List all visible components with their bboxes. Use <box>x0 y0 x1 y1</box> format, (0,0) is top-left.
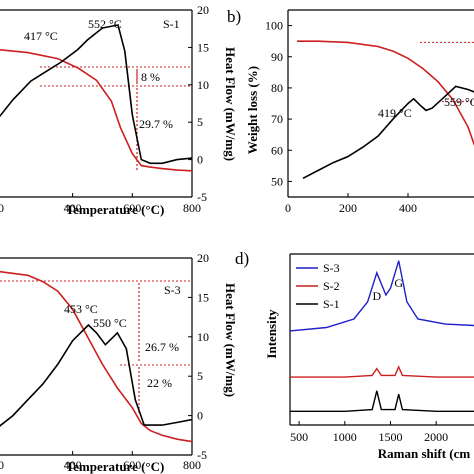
y-tick-label: 50 <box>271 174 283 188</box>
raman-curve <box>290 260 474 332</box>
sample-label: S-3 <box>164 283 181 297</box>
heat-flow-curve <box>302 85 474 180</box>
y2-tick-label: 5 <box>197 369 203 383</box>
y-tick-label: 60 <box>271 143 283 157</box>
x-tick-label: 1000 <box>333 430 357 444</box>
x-tick-label: 800 <box>183 458 201 472</box>
weight-loss-curve <box>0 48 192 172</box>
y-tick-label: 100 <box>265 19 283 33</box>
weight-loss-curve <box>0 270 192 443</box>
y2-axis-label: Heat Flow (mW/mg) <box>223 47 238 161</box>
x-tick-label: 600 <box>123 458 141 472</box>
peak-annotation: 453 °C <box>64 302 98 316</box>
y2-tick-label: 0 <box>197 153 203 167</box>
x-tick-label: 400 <box>399 201 417 215</box>
y2-tick-label: -5 <box>197 448 207 462</box>
percent-annotation: 29.7 % <box>139 117 173 131</box>
peak-annotation: 550 °C <box>93 316 127 330</box>
panel-c: 400 600 800 0 -5 0 5 10 15 20 Temperature (°C) Heat… <box>0 251 238 474</box>
y2-tick-label: 0 <box>197 409 203 423</box>
x-tick-label: 2000 <box>424 430 448 444</box>
panel-b: 0 200 400 50 60 70 80 90 100 Weight loss (%) b) 419… <box>227 7 474 215</box>
peak-annotation: 559 °C <box>444 95 474 109</box>
x-axis-label: Temperature (°C) <box>66 202 165 217</box>
y2-tick-label: 10 <box>197 330 209 344</box>
legend-label: S-1 <box>323 297 340 311</box>
raman-curve <box>290 365 474 378</box>
x-tick-label: 400 <box>64 458 82 472</box>
x-axis-label: Temperature (°C) <box>66 459 165 474</box>
raman-curve <box>290 390 474 412</box>
percent-annotation: 22 % <box>147 376 172 390</box>
legend-label: S-3 <box>323 261 340 275</box>
x-tick-label: 0 <box>285 201 291 215</box>
panel-d: 500 1000 1500 2000 Raman shift (cm Intensity d… <box>235 249 474 461</box>
x-tick-label: 500 <box>290 430 308 444</box>
peak-annotation: 552 °C <box>88 17 122 31</box>
y2-tick-label: 20 <box>197 251 209 265</box>
panel-label-b: b) <box>227 7 241 26</box>
x-axis-label: Raman shift (cm <box>378 446 471 461</box>
heat-flow-curve <box>0 323 192 427</box>
x-tick-label: 0 <box>0 201 4 215</box>
peak-label: G <box>394 276 403 290</box>
panel-a: 400 600 800 0 -5 0 5 10 15 20 Temperature (°C) Heat… <box>0 3 238 217</box>
y2-tick-label: 5 <box>197 115 203 129</box>
x-tick-label: 400 <box>64 201 82 215</box>
x-tick-label: 800 <box>183 201 201 215</box>
peak-annotation: 419 °C <box>378 106 412 120</box>
heat-flow-curve <box>0 24 192 165</box>
sample-label: S-1 <box>163 17 180 31</box>
y-axis-label: Weight loss (%) <box>245 66 260 154</box>
x-tick-label: 200 <box>339 201 357 215</box>
x-tick-label: 600 <box>123 201 141 215</box>
y2-tick-label: 10 <box>197 78 209 92</box>
percent-annotation: 8 % <box>141 70 160 84</box>
y2-tick-label: -5 <box>197 190 207 204</box>
y2-axis-label: Heat Flow (mW/mg) <box>223 283 238 397</box>
x-tick-label: 1500 <box>378 430 402 444</box>
weight-loss-curve <box>297 40 474 147</box>
x-tick-label: 0 <box>0 458 4 472</box>
panel-label-d: d) <box>235 249 249 268</box>
y-tick-label: 90 <box>271 50 283 64</box>
y-tick-label: 80 <box>271 81 283 95</box>
peak-annotation: 417 °C <box>24 29 58 43</box>
y2-tick-label: 20 <box>197 3 209 17</box>
peak-label: D <box>372 289 381 303</box>
y-tick-label: 70 <box>271 112 283 126</box>
y2-tick-label: 15 <box>197 290 209 304</box>
y-axis-label: Intensity <box>264 309 279 359</box>
legend-label: S-2 <box>323 279 340 293</box>
y2-tick-label: 15 <box>197 40 209 54</box>
percent-annotation: 26.7 % <box>145 340 179 354</box>
